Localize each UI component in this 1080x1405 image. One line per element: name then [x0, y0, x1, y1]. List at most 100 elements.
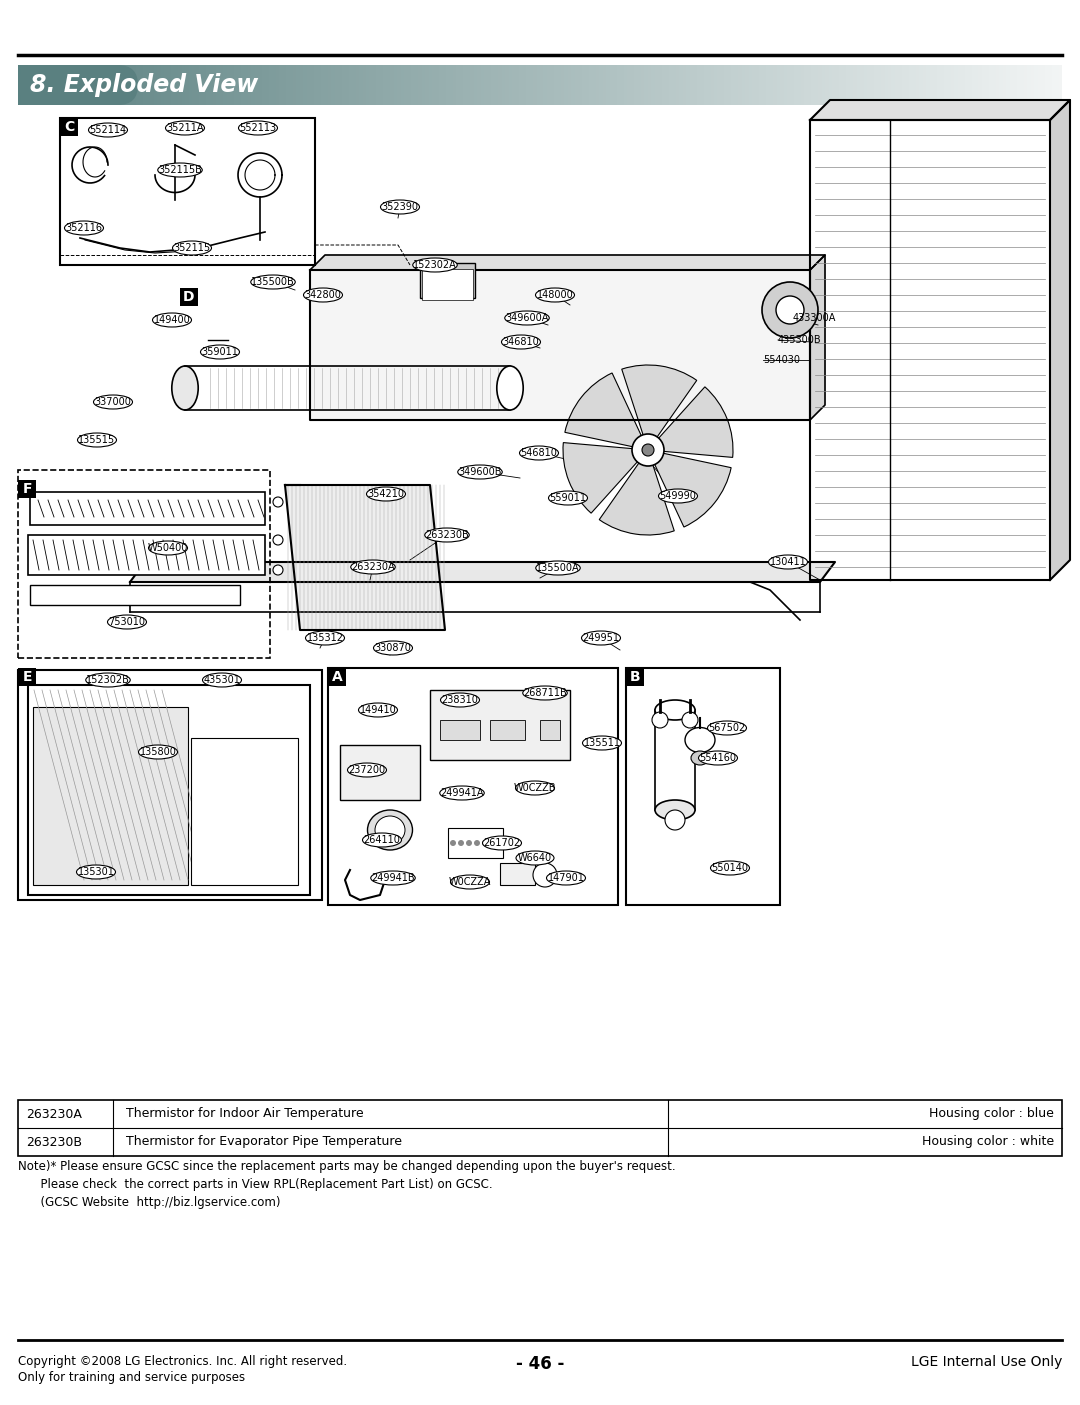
Circle shape	[762, 282, 818, 339]
Ellipse shape	[711, 861, 750, 875]
Text: 261702: 261702	[484, 837, 521, 849]
Text: 330870: 330870	[375, 643, 411, 653]
Circle shape	[450, 840, 456, 846]
Text: Housing color : blue: Housing color : blue	[929, 1107, 1054, 1121]
Text: Only for training and service purposes: Only for training and service purposes	[18, 1371, 245, 1384]
Text: Copyright ©2008 LG Electronics. Inc. All right reserved.: Copyright ©2008 LG Electronics. Inc. All…	[18, 1354, 347, 1368]
Bar	[448, 828, 503, 858]
Wedge shape	[648, 450, 731, 527]
Bar	[18, 667, 36, 686]
Bar	[18, 471, 270, 658]
Text: Note)* Please ensure GCSC since the replacement parts may be changed depending u: Note)* Please ensure GCSC since the repl…	[18, 1161, 676, 1173]
Ellipse shape	[239, 121, 278, 135]
Text: Housing color : white: Housing color : white	[922, 1135, 1054, 1148]
Ellipse shape	[582, 736, 621, 750]
Text: 352116: 352116	[66, 223, 103, 233]
Text: 554160: 554160	[700, 753, 737, 763]
FancyBboxPatch shape	[18, 65, 138, 105]
Circle shape	[458, 840, 464, 846]
Text: 149410: 149410	[360, 705, 396, 715]
Ellipse shape	[367, 811, 413, 850]
Text: D: D	[184, 289, 194, 303]
Ellipse shape	[441, 693, 480, 707]
Text: 152302B: 152302B	[86, 674, 130, 686]
Ellipse shape	[581, 631, 621, 645]
Text: W0CZZB: W0CZZB	[514, 783, 556, 792]
Ellipse shape	[691, 752, 708, 764]
Text: 550140: 550140	[712, 863, 748, 873]
Text: B: B	[630, 670, 640, 684]
Text: 263230B: 263230B	[26, 1135, 82, 1148]
Bar	[340, 745, 420, 799]
Bar	[500, 863, 535, 885]
Ellipse shape	[108, 615, 147, 629]
Ellipse shape	[351, 561, 395, 575]
Ellipse shape	[149, 541, 188, 555]
Text: Please check  the correct parts in View RPL(Replacement Part List) on GCSC.: Please check the correct parts in View R…	[18, 1177, 492, 1191]
Bar	[328, 667, 618, 905]
Text: 435301: 435301	[203, 674, 241, 686]
Bar	[626, 667, 644, 686]
Bar	[626, 667, 780, 905]
Ellipse shape	[458, 465, 502, 479]
Text: 249941A: 249941A	[441, 788, 484, 798]
Text: 149400: 149400	[153, 315, 190, 325]
Bar	[18, 670, 322, 901]
Bar	[440, 719, 480, 740]
Ellipse shape	[303, 288, 342, 302]
Polygon shape	[130, 562, 835, 582]
Ellipse shape	[483, 836, 522, 850]
Text: 349600A: 349600A	[505, 313, 549, 323]
Ellipse shape	[654, 700, 696, 719]
Text: 135500A: 135500A	[536, 563, 580, 573]
Circle shape	[534, 863, 557, 887]
Wedge shape	[599, 450, 674, 535]
Ellipse shape	[172, 365, 199, 410]
Circle shape	[465, 840, 472, 846]
Ellipse shape	[413, 259, 457, 273]
Text: 349600B: 349600B	[458, 466, 502, 478]
Ellipse shape	[546, 871, 585, 885]
Text: 135301: 135301	[78, 867, 114, 877]
Text: 435300B: 435300B	[778, 334, 822, 346]
Text: W6640: W6640	[518, 853, 552, 863]
Polygon shape	[310, 254, 825, 270]
Ellipse shape	[519, 445, 558, 459]
Bar	[430, 690, 570, 760]
Text: 559011: 559011	[550, 493, 586, 503]
Text: 352390: 352390	[381, 202, 419, 212]
Text: 342800: 342800	[305, 289, 341, 301]
Text: 135800: 135800	[139, 747, 176, 757]
Bar	[540, 719, 561, 740]
Text: (GCSC Website  http://biz.lgservice.com): (GCSC Website http://biz.lgservice.com)	[18, 1196, 281, 1208]
Text: Thermistor for Evaporator Pipe Temperature: Thermistor for Evaporator Pipe Temperatu…	[126, 1135, 402, 1148]
Bar	[654, 710, 696, 811]
Text: Thermistor for Indoor Air Temperature: Thermistor for Indoor Air Temperature	[126, 1107, 364, 1121]
Bar	[191, 738, 298, 885]
Circle shape	[632, 434, 664, 466]
Ellipse shape	[707, 721, 746, 735]
Bar	[60, 118, 78, 136]
Ellipse shape	[158, 163, 202, 177]
Circle shape	[490, 840, 496, 846]
Bar	[18, 481, 36, 497]
Circle shape	[474, 840, 480, 846]
Text: 35211A: 35211A	[166, 124, 204, 133]
Text: E: E	[23, 670, 31, 684]
Text: W0CZZA: W0CZZA	[449, 877, 491, 887]
Text: 268711B: 268711B	[523, 688, 567, 698]
Ellipse shape	[165, 121, 204, 135]
Text: 337000: 337000	[95, 398, 132, 407]
Ellipse shape	[375, 816, 405, 844]
Bar	[28, 686, 310, 895]
Ellipse shape	[424, 528, 469, 542]
Ellipse shape	[380, 200, 419, 214]
Polygon shape	[310, 270, 810, 420]
Text: 249941B: 249941B	[372, 873, 415, 882]
Ellipse shape	[440, 785, 484, 799]
Ellipse shape	[89, 124, 127, 138]
Text: 546810: 546810	[521, 448, 557, 458]
Ellipse shape	[363, 833, 402, 847]
Bar	[490, 719, 525, 740]
Ellipse shape	[366, 488, 405, 502]
